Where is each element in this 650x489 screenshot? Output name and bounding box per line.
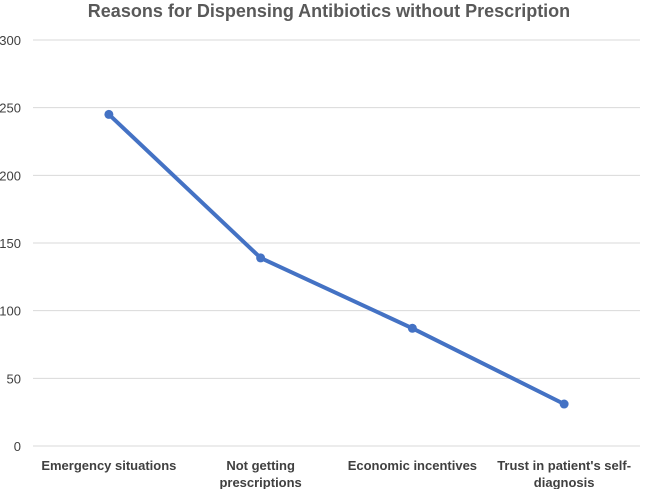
y-tick-label: 150 bbox=[0, 236, 21, 251]
y-tick-label: 200 bbox=[0, 168, 21, 183]
data-point bbox=[407, 323, 417, 333]
data-point bbox=[104, 109, 114, 119]
y-tick-label: 250 bbox=[0, 101, 21, 116]
data-point bbox=[559, 399, 569, 409]
x-tick-label: Economic incentives bbox=[348, 458, 477, 473]
x-tick-label: Trust in patient's self-diagnosis bbox=[497, 458, 631, 489]
x-tick-label: Emergency situations bbox=[41, 458, 176, 473]
data-point bbox=[256, 253, 266, 263]
y-tick-label: 50 bbox=[7, 371, 21, 386]
y-tick-label: 300 bbox=[0, 33, 21, 48]
chart-title: Reasons for Dispensing Antibiotics witho… bbox=[88, 1, 570, 21]
y-tick-label: 0 bbox=[14, 439, 21, 454]
y-axis: 0 50 100 150 200 250 300 bbox=[0, 33, 21, 454]
x-tick-label: Not getting prescriptions bbox=[219, 458, 301, 489]
data-points bbox=[104, 109, 569, 409]
gridlines bbox=[33, 39, 640, 447]
series-line bbox=[106, 112, 567, 406]
y-tick-label: 100 bbox=[0, 304, 21, 319]
x-axis: Emergency situations Not getting prescript… bbox=[41, 458, 631, 489]
